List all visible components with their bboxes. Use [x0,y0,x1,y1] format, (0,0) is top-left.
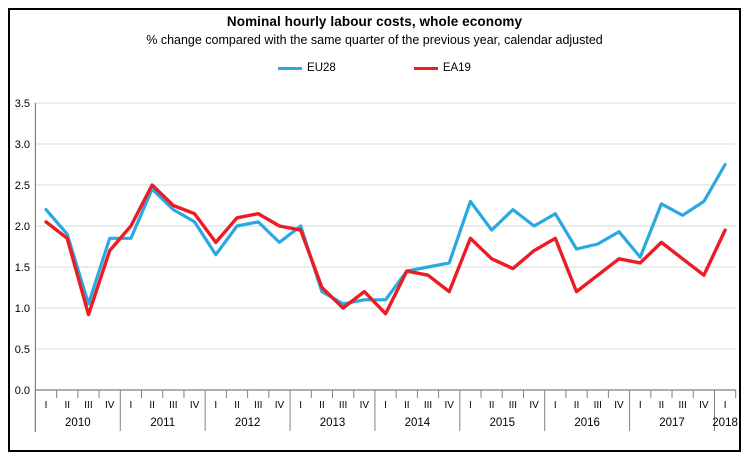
chart-title: Nominal hourly labour costs, whole econo… [226,14,523,29]
chart-border [8,8,741,452]
year-label: 2011 [150,417,175,429]
quarter-label: IV [275,400,285,411]
quarter-label: I [724,400,727,411]
quarter-label: III [678,400,686,411]
quarter-label: IV [529,400,539,411]
series-line-eu28 [44,162,727,306]
quarter-label: II [404,400,410,411]
year-label: 2012 [235,417,261,429]
year-label: 2016 [574,417,600,429]
line-chart-plot: 0.00.51.01.52.02.53.03.5I II III IV I II III IV… [15,98,738,432]
quarter-label: II [234,400,240,411]
year-label: 2017 [659,417,685,429]
ea19-line-swatch [413,66,438,70]
legend: EU28 EA19 [0,62,749,74]
legend-item-eu28: EU28 [278,62,336,74]
year-label: 2010 [65,417,91,429]
quarter-label: II [64,400,70,411]
quarter-label: III [169,400,177,411]
quarter-label: III [254,400,262,411]
quarter-label: II [574,400,580,411]
y-tick-label: 2.0 [15,221,30,233]
y-tick-label: 3.0 [15,139,30,151]
chart-subtitle: % change compared with the same quarter … [146,33,603,47]
year-label: 2013 [320,417,346,429]
y-tick-label: 1.5 [15,262,30,274]
quarter-label: IV [444,400,454,411]
quarter-label: III [84,400,92,411]
legend-label-ea19: EA19 [442,62,471,74]
quarter-label: I [299,400,302,411]
quarter-label: II [489,400,495,411]
quarter-label: III [339,400,347,411]
quarter-label: III [509,400,517,411]
legend-label-eu28: EU28 [307,62,336,74]
year-label: 2014 [405,417,431,429]
quarter-label: I [384,400,387,411]
quarter-label: I [130,400,133,411]
quarter-label: II [319,400,325,411]
quarter-label: III [424,400,432,411]
quarter-label: IV [699,400,709,411]
quarter-label: I [554,400,557,411]
quarter-label: I [469,400,472,411]
quarter-label: II [149,400,155,411]
quarter-label: I [214,400,217,411]
quarter-label: III [594,400,602,411]
series-line-ea19 [44,183,727,317]
year-label: 2018 [712,417,738,429]
y-tick-label: 1.0 [15,303,30,315]
eu28-line-swatch [278,66,303,70]
quarter-label: IV [614,400,624,411]
y-tick-label: 3.5 [15,98,30,110]
quarter-label: IV [105,400,115,411]
quarter-label: II [659,400,665,411]
y-tick-label: 0.0 [15,385,30,397]
quarter-label: IV [190,400,200,411]
quarter-label: I [45,400,48,411]
year-label: 2015 [489,417,515,429]
y-tick-label: 0.5 [15,344,30,356]
quarter-label: I [639,400,642,411]
quarter-label: IV [360,400,370,411]
y-tick-label: 2.5 [15,180,30,192]
legend-item-ea19: EA19 [413,62,471,74]
